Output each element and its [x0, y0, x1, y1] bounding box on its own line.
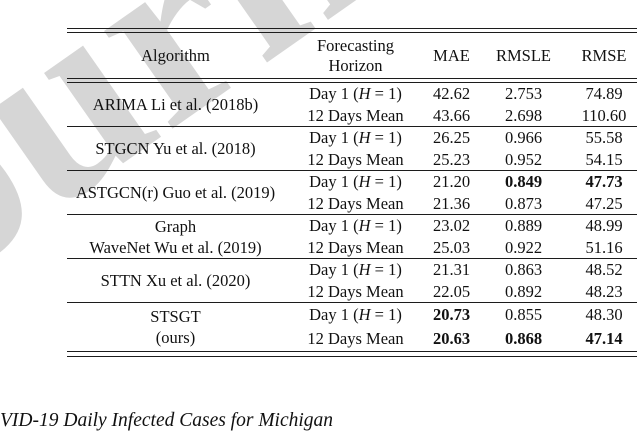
header-separator-rule — [67, 78, 637, 84]
horizon-cell: 12 Days Mean — [307, 105, 404, 125]
results-table: Algorithm Forecasting Horizon MAE RMSLE … — [67, 28, 637, 357]
column-header-rmsle: RMSLE — [495, 45, 551, 65]
mae-cell: 22.05 — [432, 281, 471, 301]
table-caption: VID-19 Daily Infected Cases for Michigan — [0, 410, 334, 431]
horizon-cell: Day 1 (H = 1) — [309, 128, 402, 148]
column-header-algorithm: Algorithm — [141, 45, 210, 65]
algorithm-group-stgcn: STGCN Yu et al. (2018) Day 1 (H = 1) 26.… — [67, 127, 637, 170]
rmsle-cell: 0.849 — [504, 172, 543, 192]
table-row: 12 Days Mean 21.36 0.873 47.25 — [284, 193, 637, 215]
mae-cell: 21.31 — [432, 260, 471, 280]
horizon-cell: 12 Days Mean — [307, 237, 404, 257]
mae-cell: 42.62 — [432, 84, 471, 104]
table-row: 12 Days Mean 25.23 0.952 54.15 — [284, 149, 637, 171]
table-top-rule — [67, 28, 637, 34]
rmsle-cell: 0.868 — [504, 329, 543, 349]
algorithm-name-line1: STSGT — [150, 307, 201, 327]
rmse-cell: 74.89 — [585, 84, 623, 104]
algorithm-group-graph-wavenet: Graph WaveNet Wu et al. (2019) Day 1 (H … — [67, 215, 637, 258]
algorithm-group-sttn: STTN Xu et al. (2020) Day 1 (H = 1) 21.3… — [67, 259, 637, 302]
table-bottom-rule — [67, 351, 637, 357]
rmse-cell: 47.73 — [585, 172, 623, 192]
mae-cell: 23.02 — [432, 216, 471, 236]
group-separator-rule — [67, 126, 637, 128]
table-row: Day 1 (H = 1) 20.73 0.855 48.30 — [284, 303, 637, 327]
algorithm-name: STGCN Yu et al. (2018) — [67, 127, 284, 170]
rmse-cell: 48.99 — [585, 216, 623, 236]
rmse-cell: 47.14 — [585, 329, 623, 349]
mae-cell: 25.23 — [432, 149, 471, 169]
table-header-row: Algorithm Forecasting Horizon MAE RMSLE … — [67, 33, 637, 78]
horizon-cell: 12 Days Mean — [307, 329, 404, 349]
table-row: Day 1 (H = 1) 21.31 0.863 48.52 — [284, 259, 637, 281]
table-row: 12 Days Mean 20.63 0.868 47.14 — [284, 327, 637, 351]
table-row: Day 1 (H = 1) 23.02 0.889 48.99 — [284, 215, 637, 237]
group-separator-rule — [67, 170, 637, 172]
algorithm-name-line1: STGCN Yu et al. (2018) — [95, 139, 256, 159]
algorithm-name: STTN Xu et al. (2020) — [67, 259, 284, 302]
algorithm-name-line1: STTN Xu et al. (2020) — [100, 271, 251, 291]
rmsle-cell: 0.966 — [504, 128, 543, 148]
table-row: Day 1 (H = 1) 26.25 0.966 55.58 — [284, 127, 637, 149]
rmse-cell: 110.60 — [581, 105, 627, 125]
horizon-cell: Day 1 (H = 1) — [309, 84, 402, 104]
mae-cell: 21.36 — [432, 193, 471, 213]
rmsle-cell: 0.873 — [504, 193, 543, 213]
rmsle-cell: 0.952 — [504, 149, 543, 169]
group-separator-rule — [67, 258, 637, 260]
algorithm-name: ARIMA Li et al. (2018b) — [67, 83, 284, 126]
rmsle-cell: 0.922 — [504, 237, 543, 257]
algorithm-name-line2: WaveNet Wu et al. (2019) — [89, 237, 262, 257]
algorithm-group-astgcn: ASTGCN(r) Guo et al. (2019) Day 1 (H = 1… — [67, 171, 637, 214]
horizon-cell: 12 Days Mean — [307, 193, 404, 213]
column-header-mae: MAE — [433, 45, 470, 65]
algorithm-group-stsgt: STSGT (ours) Day 1 (H = 1) 20.73 0.855 4… — [67, 303, 637, 351]
table-row: 12 Days Mean 25.03 0.922 51.16 — [284, 237, 637, 259]
horizon-cell: 12 Days Mean — [307, 149, 404, 169]
rmse-cell: 48.52 — [585, 260, 623, 280]
algorithm-group-arima: ARIMA Li et al. (2018b) Day 1 (H = 1) 42… — [67, 83, 637, 126]
table-row: Day 1 (H = 1) 21.20 0.849 47.73 — [284, 171, 637, 193]
horizon-cell: Day 1 (H = 1) — [309, 216, 402, 236]
rmsle-cell: 2.698 — [504, 105, 543, 125]
algorithm-name-line1: Graph — [154, 216, 197, 236]
rmsle-cell: 0.889 — [504, 216, 543, 236]
algorithm-name-line2: (ours) — [155, 328, 196, 348]
rmsle-cell: 0.892 — [504, 281, 543, 301]
mae-cell: 20.63 — [432, 329, 471, 349]
horizon-cell: Day 1 (H = 1) — [309, 172, 402, 192]
rmse-cell: 47.25 — [585, 193, 623, 213]
horizon-cell: Day 1 (H = 1) — [309, 260, 402, 280]
rmsle-cell: 0.863 — [504, 260, 543, 280]
rmse-cell: 55.58 — [585, 128, 623, 148]
algorithm-name: ASTGCN(r) Guo et al. (2019) — [67, 171, 284, 214]
mae-cell: 26.25 — [432, 128, 471, 148]
table-row: 12 Days Mean 43.66 2.698 110.60 — [284, 105, 637, 127]
mae-cell: 20.73 — [432, 305, 471, 325]
rmse-cell: 48.23 — [585, 281, 623, 301]
algorithm-name-line1: ARIMA Li et al. (2018b) — [92, 95, 259, 115]
horizon-cell: 12 Days Mean — [307, 281, 404, 301]
mae-cell: 25.03 — [432, 237, 471, 257]
rmse-cell: 54.15 — [585, 149, 623, 169]
group-separator-rule — [67, 302, 637, 304]
algorithm-name: STSGT (ours) — [67, 303, 284, 351]
column-header-rmse: RMSE — [581, 45, 627, 65]
horizon-cell: Day 1 (H = 1) — [309, 305, 402, 325]
mae-cell: 21.20 — [432, 172, 471, 192]
algorithm-name-line1: ASTGCN(r) Guo et al. (2019) — [75, 183, 276, 203]
algorithm-name: Graph WaveNet Wu et al. (2019) — [67, 215, 284, 258]
column-header-forecasting-horizon: Forecasting Horizon — [317, 35, 394, 75]
mae-cell: 43.66 — [432, 105, 471, 125]
rmsle-cell: 2.753 — [504, 84, 543, 104]
table-row: 12 Days Mean 22.05 0.892 48.23 — [284, 281, 637, 303]
rmsle-cell: 0.855 — [504, 305, 543, 325]
group-separator-rule — [67, 214, 637, 216]
rmse-cell: 51.16 — [585, 237, 623, 257]
rmse-cell: 48.30 — [585, 305, 623, 325]
table-row: Day 1 (H = 1) 42.62 2.753 74.89 — [284, 83, 637, 105]
